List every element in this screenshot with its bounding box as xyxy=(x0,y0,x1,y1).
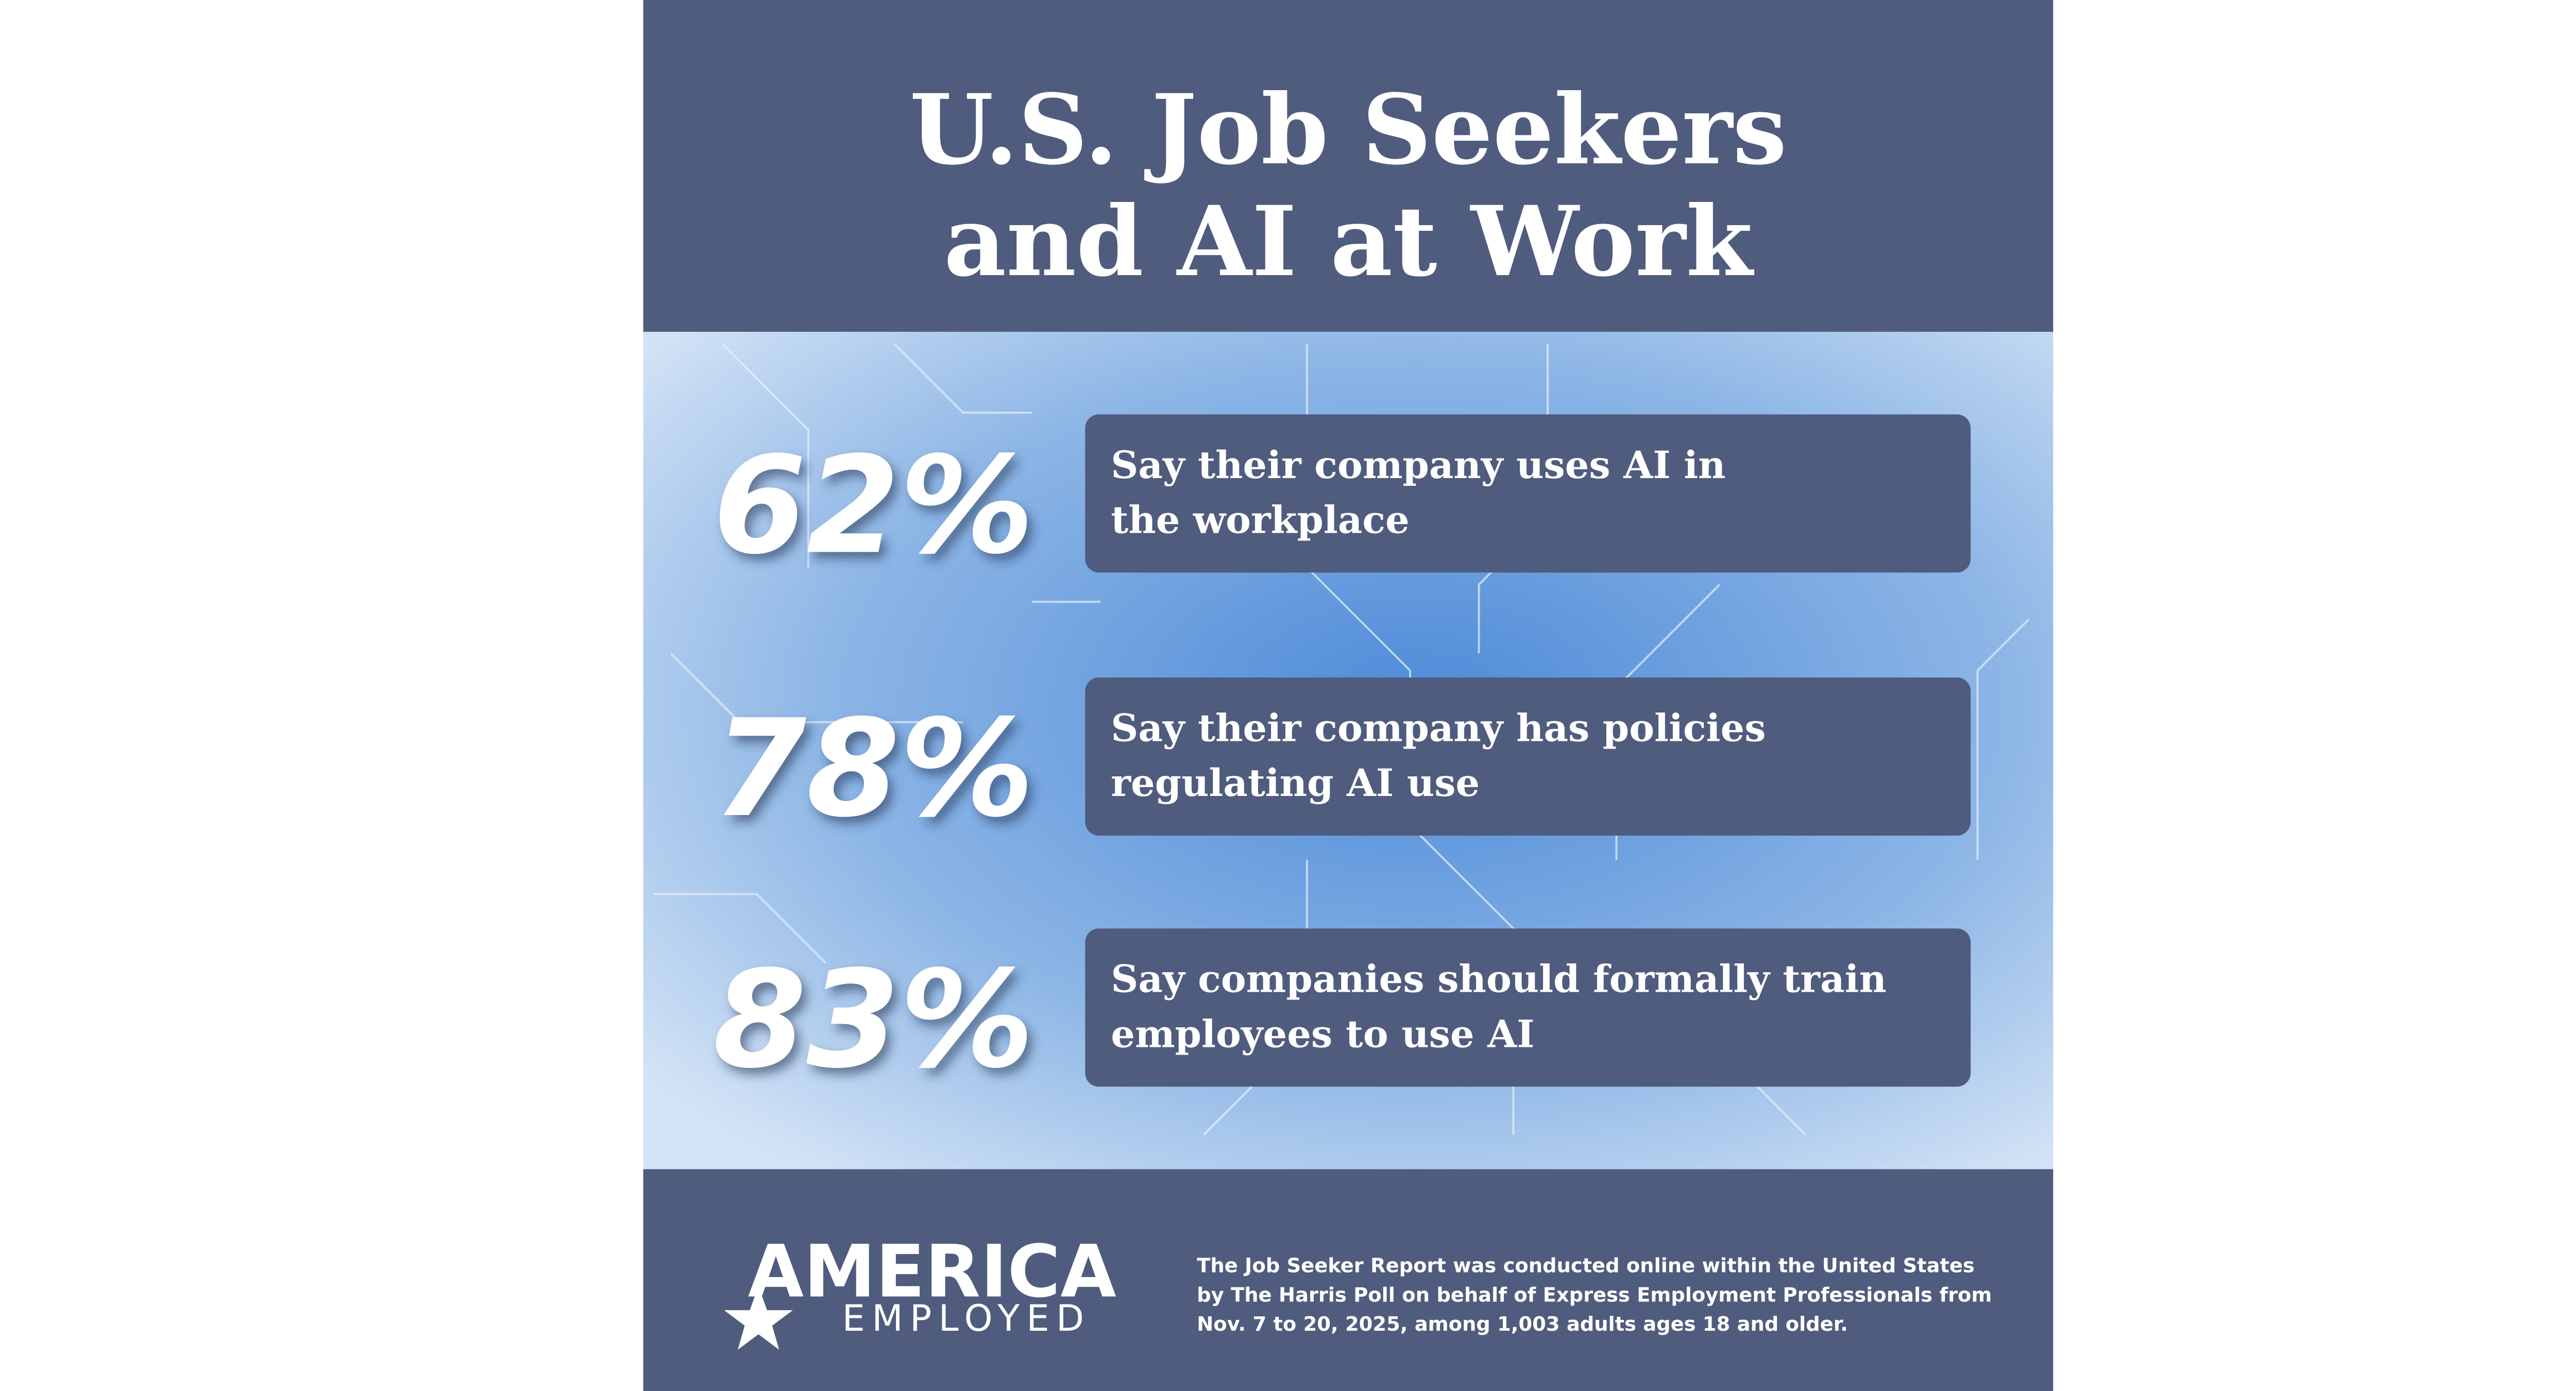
stat-text: regulating AI use xyxy=(1111,761,1480,805)
stat-figure: 78% xyxy=(713,691,1034,847)
stat-box xyxy=(1085,414,1971,573)
logo-bottom: EMPLOYED xyxy=(842,1297,1091,1339)
logo-star xyxy=(724,1286,793,1350)
stat-text: the workplace xyxy=(1111,498,1409,542)
stat-text: Say their company uses AI in xyxy=(1111,443,1725,487)
stat-box xyxy=(1085,677,1971,836)
logo-top: AMERICA xyxy=(748,1230,1116,1314)
stat-box xyxy=(1085,928,1971,1087)
footnote: The Job Seeker Report was conducted onli… xyxy=(1197,1254,1974,1278)
stat-text: employees to use AI xyxy=(1111,1012,1534,1057)
title-line: and AI at Work xyxy=(944,185,1754,298)
footnote: Nov. 7 to 20, 2025, among 1,003 adults a… xyxy=(1197,1313,1848,1336)
stat-text: Say companies should formally train xyxy=(1111,957,1886,1002)
footer-band xyxy=(643,1169,2054,1391)
header-band xyxy=(643,0,2054,332)
stat-figure: 62% xyxy=(713,428,1034,584)
title-line: U.S. Job Seekers xyxy=(909,74,1787,186)
stat-figure: 83% xyxy=(713,942,1034,1098)
stat-text: Say their company has policies xyxy=(1111,706,1766,750)
footnote: by The Harris Poll on behalf of Express … xyxy=(1197,1283,1992,1307)
